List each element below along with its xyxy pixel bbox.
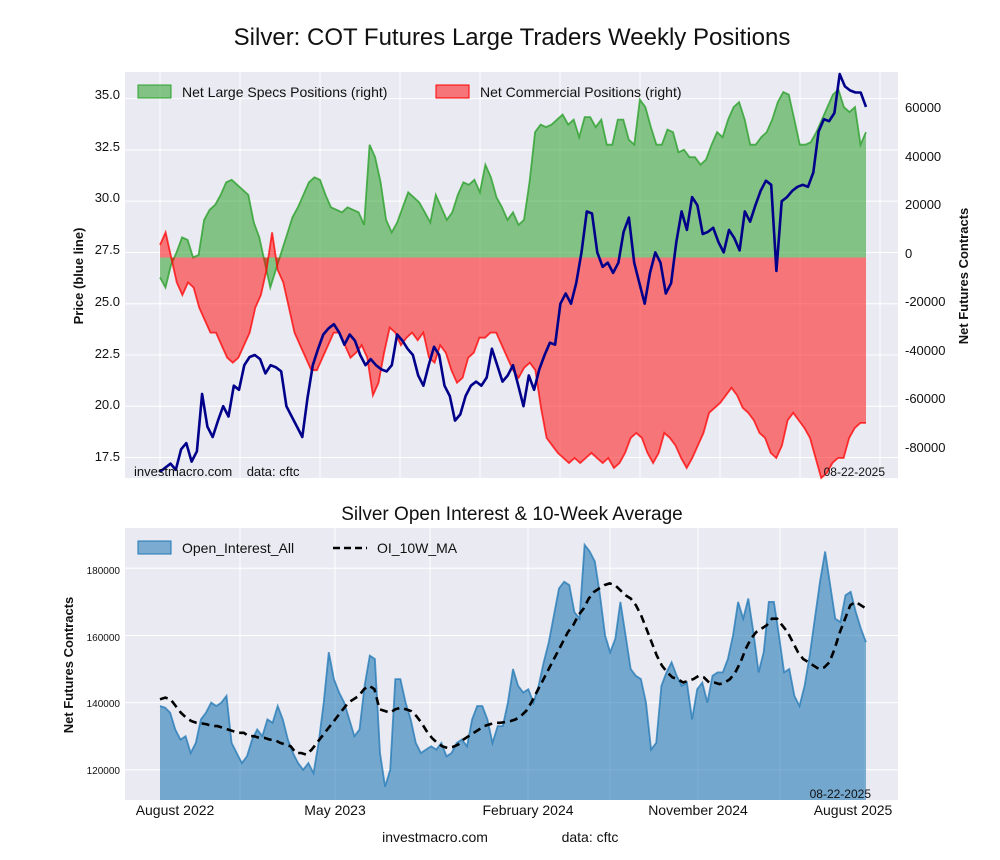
left-tick-label: 32.5 — [95, 139, 120, 154]
legend-label-large-specs: Net Large Specs Positions (right) — [182, 84, 387, 100]
top-areas — [159, 72, 868, 480]
bottom-date-stamp: 08-22-2025 — [810, 787, 872, 801]
legend-label-oi-ma: OI_10W_MA — [377, 540, 458, 556]
top-legend: Net Large Specs Positions (right) Net Co… — [137, 84, 682, 100]
left-tick-label: 22.5 — [95, 346, 120, 361]
right-tick-label: -80000 — [905, 440, 945, 455]
legend-label-open-interest: Open_Interest_All — [182, 540, 294, 556]
left-tick-label: 30.0 — [95, 190, 120, 205]
right-tick-label: 0 — [905, 246, 912, 261]
right-tick-label: 20000 — [905, 197, 941, 212]
right-tick-label: -20000 — [905, 294, 945, 309]
bottom-chart-title: Silver Open Interest & 10-Week Average — [341, 504, 682, 525]
left-tick-label: 20.0 — [95, 397, 120, 412]
bottom-legend: Open_Interest_All OI_10W_MA — [137, 540, 458, 556]
series-open-interest-line — [159, 542, 867, 787]
series-price-line — [159, 72, 868, 473]
x-tick-label: November 2024 — [648, 802, 748, 818]
bottom-y-axis: 180000 160000 140000 120000 — [87, 566, 121, 777]
right-axis-label: Net Futures Contracts — [956, 208, 971, 345]
x-tick-label: August 2022 — [136, 802, 215, 818]
left-axis-label: Price (blue line) — [71, 228, 86, 325]
left-tick-label: 27.5 — [95, 242, 120, 257]
right-tick-label: 60000 — [905, 100, 941, 115]
top-right-axis: 60000 40000 20000 0 -20000 -40000 -60000… — [905, 100, 945, 455]
bottom-y-tick-label: 180000 — [87, 566, 121, 577]
x-tick-label: May 2023 — [304, 802, 366, 818]
left-tick-label: 17.5 — [95, 449, 120, 464]
x-tick-label: February 2024 — [482, 802, 573, 818]
left-tick-label: 25.0 — [95, 294, 120, 309]
top-left-axis: 35.0 32.5 30.0 27.5 25.0 22.5 20.0 17.5 — [95, 87, 120, 464]
legend-swatch-commercial — [435, 84, 470, 99]
x-tick-label: August 2025 — [814, 802, 893, 818]
top-date-stamp: 08-22-2025 — [824, 465, 886, 479]
left-tick-label: 35.0 — [95, 87, 120, 102]
bottom-y-tick-label: 140000 — [87, 699, 121, 710]
right-tick-label: 40000 — [905, 149, 941, 164]
right-tick-label: -40000 — [905, 343, 945, 358]
top-chart-title: Silver: COT Futures Large Traders Weekly… — [234, 24, 791, 51]
right-tick-label: -60000 — [905, 391, 945, 406]
legend-swatch-open-interest — [137, 540, 172, 555]
bottom-y-tick-label: 160000 — [87, 633, 121, 644]
legend-swatch-large-specs — [137, 84, 172, 99]
bottom-areas — [159, 542, 867, 800]
bottom-x-axis: August 2022 May 2023 February 2024 Novem… — [136, 802, 893, 818]
top-watermark: investmacro.com data: cftc — [134, 464, 300, 479]
footer-site: investmacro.com — [382, 829, 488, 845]
bottom-y-axis-label: Net Futures Contracts — [61, 597, 76, 734]
series-oi-ma-line — [159, 582, 867, 757]
legend-label-commercial: Net Commercial Positions (right) — [480, 84, 682, 100]
series-large-specs-area — [160, 89, 866, 288]
bottom-y-tick-label: 120000 — [87, 766, 121, 777]
series-commercial-area — [160, 232, 866, 478]
footer-source: data: cftc — [562, 829, 619, 845]
